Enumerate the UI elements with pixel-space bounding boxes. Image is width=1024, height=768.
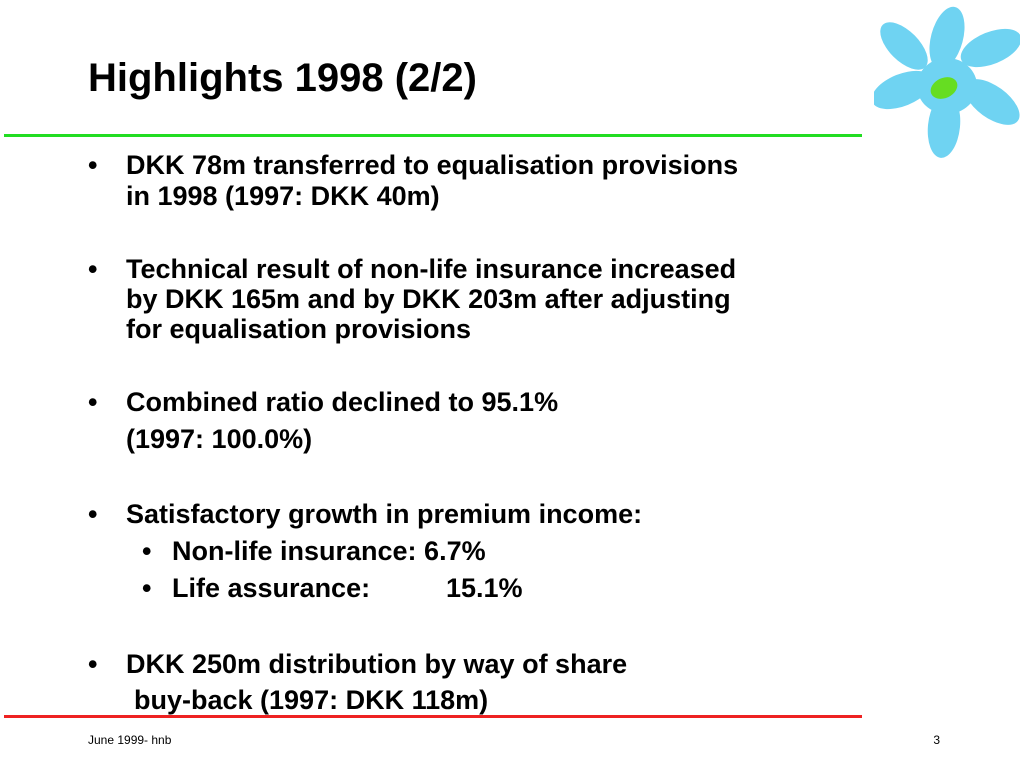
sub-bullet-marker: • [142,536,152,566]
bullet-2-line-3: for equalisation provisions [126,314,472,344]
bullet-2-line-1: Technical result of non-life insurance i… [126,254,737,284]
bottom-divider [4,715,862,718]
sub-bullet-label: Non-life insurance: [172,536,417,566]
bullet-marker: • [88,254,98,284]
bullet-4-line-1: Satisfactory growth in premium income: [126,499,643,529]
sub-bullet-value: 6.7% [424,536,486,566]
bullet-3-line-2: (1997: 100.0%) [126,424,313,454]
sub-bullet-non-life: Non-life insurance: 6.7% [172,538,486,565]
bullet-marker: • [88,649,98,679]
sub-bullet-value: 15.1% [446,573,523,603]
bullet-1-line-2: in 1998 (1997: DKK 40m) [126,181,440,211]
top-divider [4,134,862,137]
sub-bullet-marker: • [142,573,152,603]
page-number: 3 [933,733,940,747]
sub-bullet-life: Life assurance: 15.1% [172,575,523,602]
bullet-marker: • [88,387,98,417]
bullet-marker: • [88,499,98,529]
bullet-3-line-1: Combined ratio declined to 95.1% [126,387,559,417]
sub-bullet-label: Life assurance: [172,573,371,603]
bullet-1-line-1: DKK 78m transferred to equalisation prov… [126,150,739,180]
bullet-5-line-2: buy-back (1997: DKK 118m) [134,685,489,715]
bullet-2-line-2: by DKK 165m and by DKK 203m after adjust… [126,284,731,314]
footer-date-author: June 1999- hnb [88,733,172,747]
bullet-marker: • [88,150,98,180]
flower-logo-icon [874,6,1020,158]
bullet-5-line-1: DKK 250m distribution by way of share [126,649,628,679]
slide-title: Highlights 1998 (2/2) [88,56,477,100]
